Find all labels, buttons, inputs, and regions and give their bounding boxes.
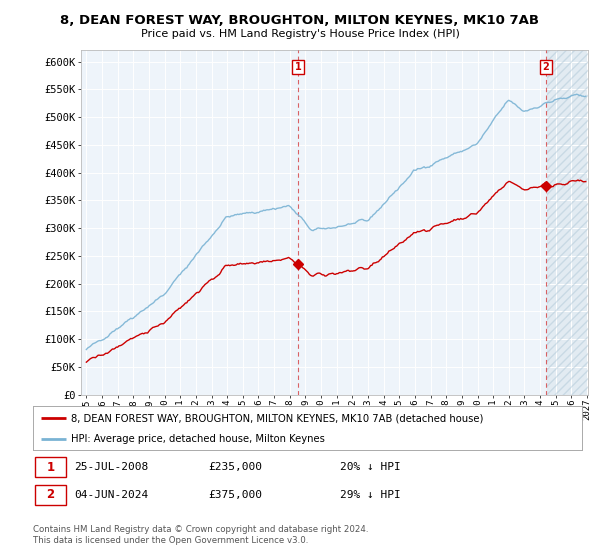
Text: Price paid vs. HM Land Registry's House Price Index (HPI): Price paid vs. HM Land Registry's House … xyxy=(140,29,460,39)
Text: 2: 2 xyxy=(543,62,550,72)
Text: 8, DEAN FOREST WAY, BROUGHTON, MILTON KEYNES, MK10 7AB: 8, DEAN FOREST WAY, BROUGHTON, MILTON KE… xyxy=(61,14,539,27)
Bar xyxy=(547,50,588,395)
Text: £235,000: £235,000 xyxy=(209,463,263,472)
FancyBboxPatch shape xyxy=(35,484,67,505)
Bar xyxy=(547,50,588,395)
Text: 1: 1 xyxy=(295,62,301,72)
Text: Contains HM Land Registry data © Crown copyright and database right 2024.
This d: Contains HM Land Registry data © Crown c… xyxy=(33,525,368,545)
Text: 8, DEAN FOREST WAY, BROUGHTON, MILTON KEYNES, MK10 7AB (detached house): 8, DEAN FOREST WAY, BROUGHTON, MILTON KE… xyxy=(71,413,484,423)
Text: HPI: Average price, detached house, Milton Keynes: HPI: Average price, detached house, Milt… xyxy=(71,434,325,444)
Text: £375,000: £375,000 xyxy=(209,490,263,500)
Text: 1: 1 xyxy=(47,461,55,474)
Text: 2: 2 xyxy=(47,488,55,501)
Text: 29% ↓ HPI: 29% ↓ HPI xyxy=(340,490,401,500)
FancyBboxPatch shape xyxy=(35,457,67,478)
Text: 04-JUN-2024: 04-JUN-2024 xyxy=(74,490,148,500)
Text: 25-JUL-2008: 25-JUL-2008 xyxy=(74,463,148,472)
Text: 20% ↓ HPI: 20% ↓ HPI xyxy=(340,463,401,472)
